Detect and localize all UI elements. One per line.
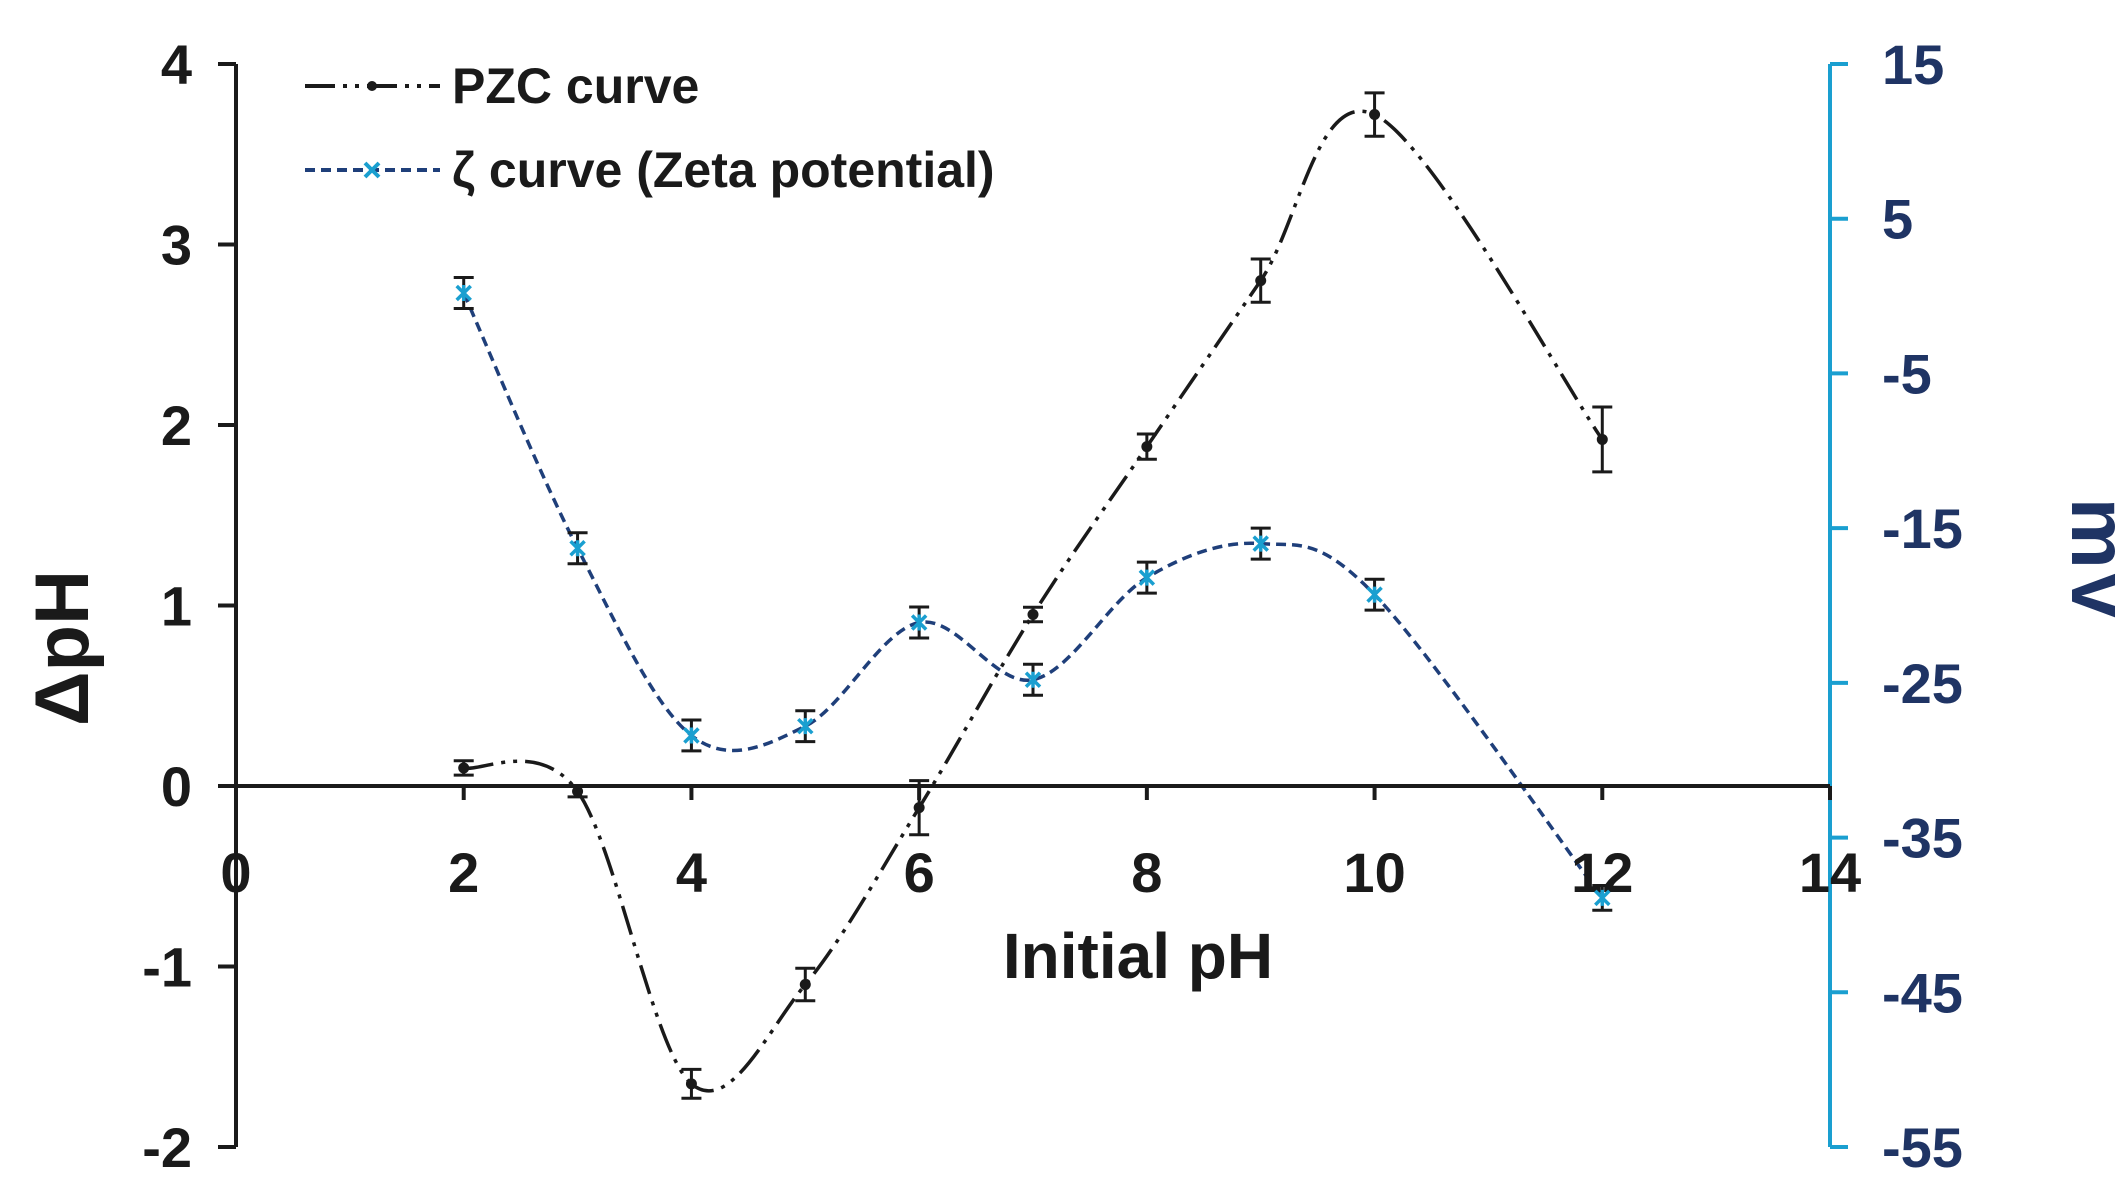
legend-item-pzc: PZC curve xyxy=(305,58,699,114)
legend-marker-pzc xyxy=(367,81,377,91)
pzc-data-point xyxy=(799,979,811,991)
pzc-data-point xyxy=(572,785,584,797)
zeta-data-point xyxy=(1252,535,1269,552)
left-y-axis-title: ΔpH xyxy=(20,570,105,726)
x-tick-label: 14 xyxy=(1799,841,1861,904)
zeta-data-point xyxy=(1138,569,1156,586)
zeta-data-point xyxy=(1366,586,1383,603)
zeta-data-point xyxy=(797,717,814,735)
right-y-tick-label: -45 xyxy=(1882,961,1963,1024)
x-tick-label: 6 xyxy=(904,841,935,904)
x-tick-label: 2 xyxy=(448,841,479,904)
pzc-curve-layer xyxy=(463,109,1604,1093)
x-tick-label: 4 xyxy=(676,841,707,904)
pzc-data-point xyxy=(913,802,925,814)
legend-marker-zeta xyxy=(363,161,381,179)
left-y-tick-label: -2 xyxy=(142,1116,192,1179)
zeta-data-point xyxy=(683,727,700,744)
pzc-data-point xyxy=(1141,441,1153,453)
left-y-tick-label: 2 xyxy=(161,394,192,457)
zeta-data-point xyxy=(1024,671,1042,689)
right-y-tick-label: -55 xyxy=(1882,1116,1963,1179)
legend: PZC curve ζ curve (Zeta potential) xyxy=(305,58,995,198)
zeta-data-point xyxy=(910,614,928,631)
pzc-data-point xyxy=(458,762,470,774)
right-y-tick-label: -25 xyxy=(1882,652,1963,715)
right-y-tick-label: 15 xyxy=(1882,33,1944,96)
pzc-data-point xyxy=(1596,433,1608,445)
pzc-data-point xyxy=(1027,609,1039,621)
pzc-data-point xyxy=(685,1078,697,1090)
right-y-tick-label: -5 xyxy=(1882,342,1932,405)
right-y-tick-label: -35 xyxy=(1882,807,1963,870)
left-y-tick-label: 0 xyxy=(161,755,192,818)
markers-layer xyxy=(455,109,1611,1090)
left-y-tick-label: -1 xyxy=(142,936,192,999)
left-y-ticks: -2 -1 0 1 2 3 4 xyxy=(142,33,236,1179)
right-y-axis-title: mV xyxy=(2055,498,2115,623)
left-y-tick-label: 3 xyxy=(161,214,192,277)
legend-item-zeta: ζ curve (Zeta potential) xyxy=(305,142,995,198)
left-y-tick-label: 4 xyxy=(161,33,192,96)
right-y-tick-label: -15 xyxy=(1882,497,1963,560)
x-tick-label: 0 xyxy=(220,841,251,904)
x-axis-title: Initial pH xyxy=(1003,920,1273,992)
zeta-curve-layer xyxy=(462,292,1604,899)
x-tick-label: 10 xyxy=(1343,841,1405,904)
pzc-data-point xyxy=(1369,109,1381,121)
left-y-tick-label: 1 xyxy=(161,575,192,638)
zeta-curve-line xyxy=(462,292,1604,899)
zeta-data-point xyxy=(455,284,472,302)
legend-label-pzc: PZC curve xyxy=(452,58,699,114)
pzc-data-point xyxy=(1255,275,1267,287)
right-y-tick-label: 5 xyxy=(1882,188,1913,251)
legend-label-zeta: ζ curve (Zeta potential) xyxy=(452,142,995,198)
pzc-curve-line xyxy=(463,109,1604,1093)
x-tick-label: 8 xyxy=(1131,841,1162,904)
x-ticks: 0 2 4 6 8 10 12 14 xyxy=(220,786,1861,904)
zeta-data-point xyxy=(1594,889,1611,907)
zeta-data-point xyxy=(569,540,586,557)
